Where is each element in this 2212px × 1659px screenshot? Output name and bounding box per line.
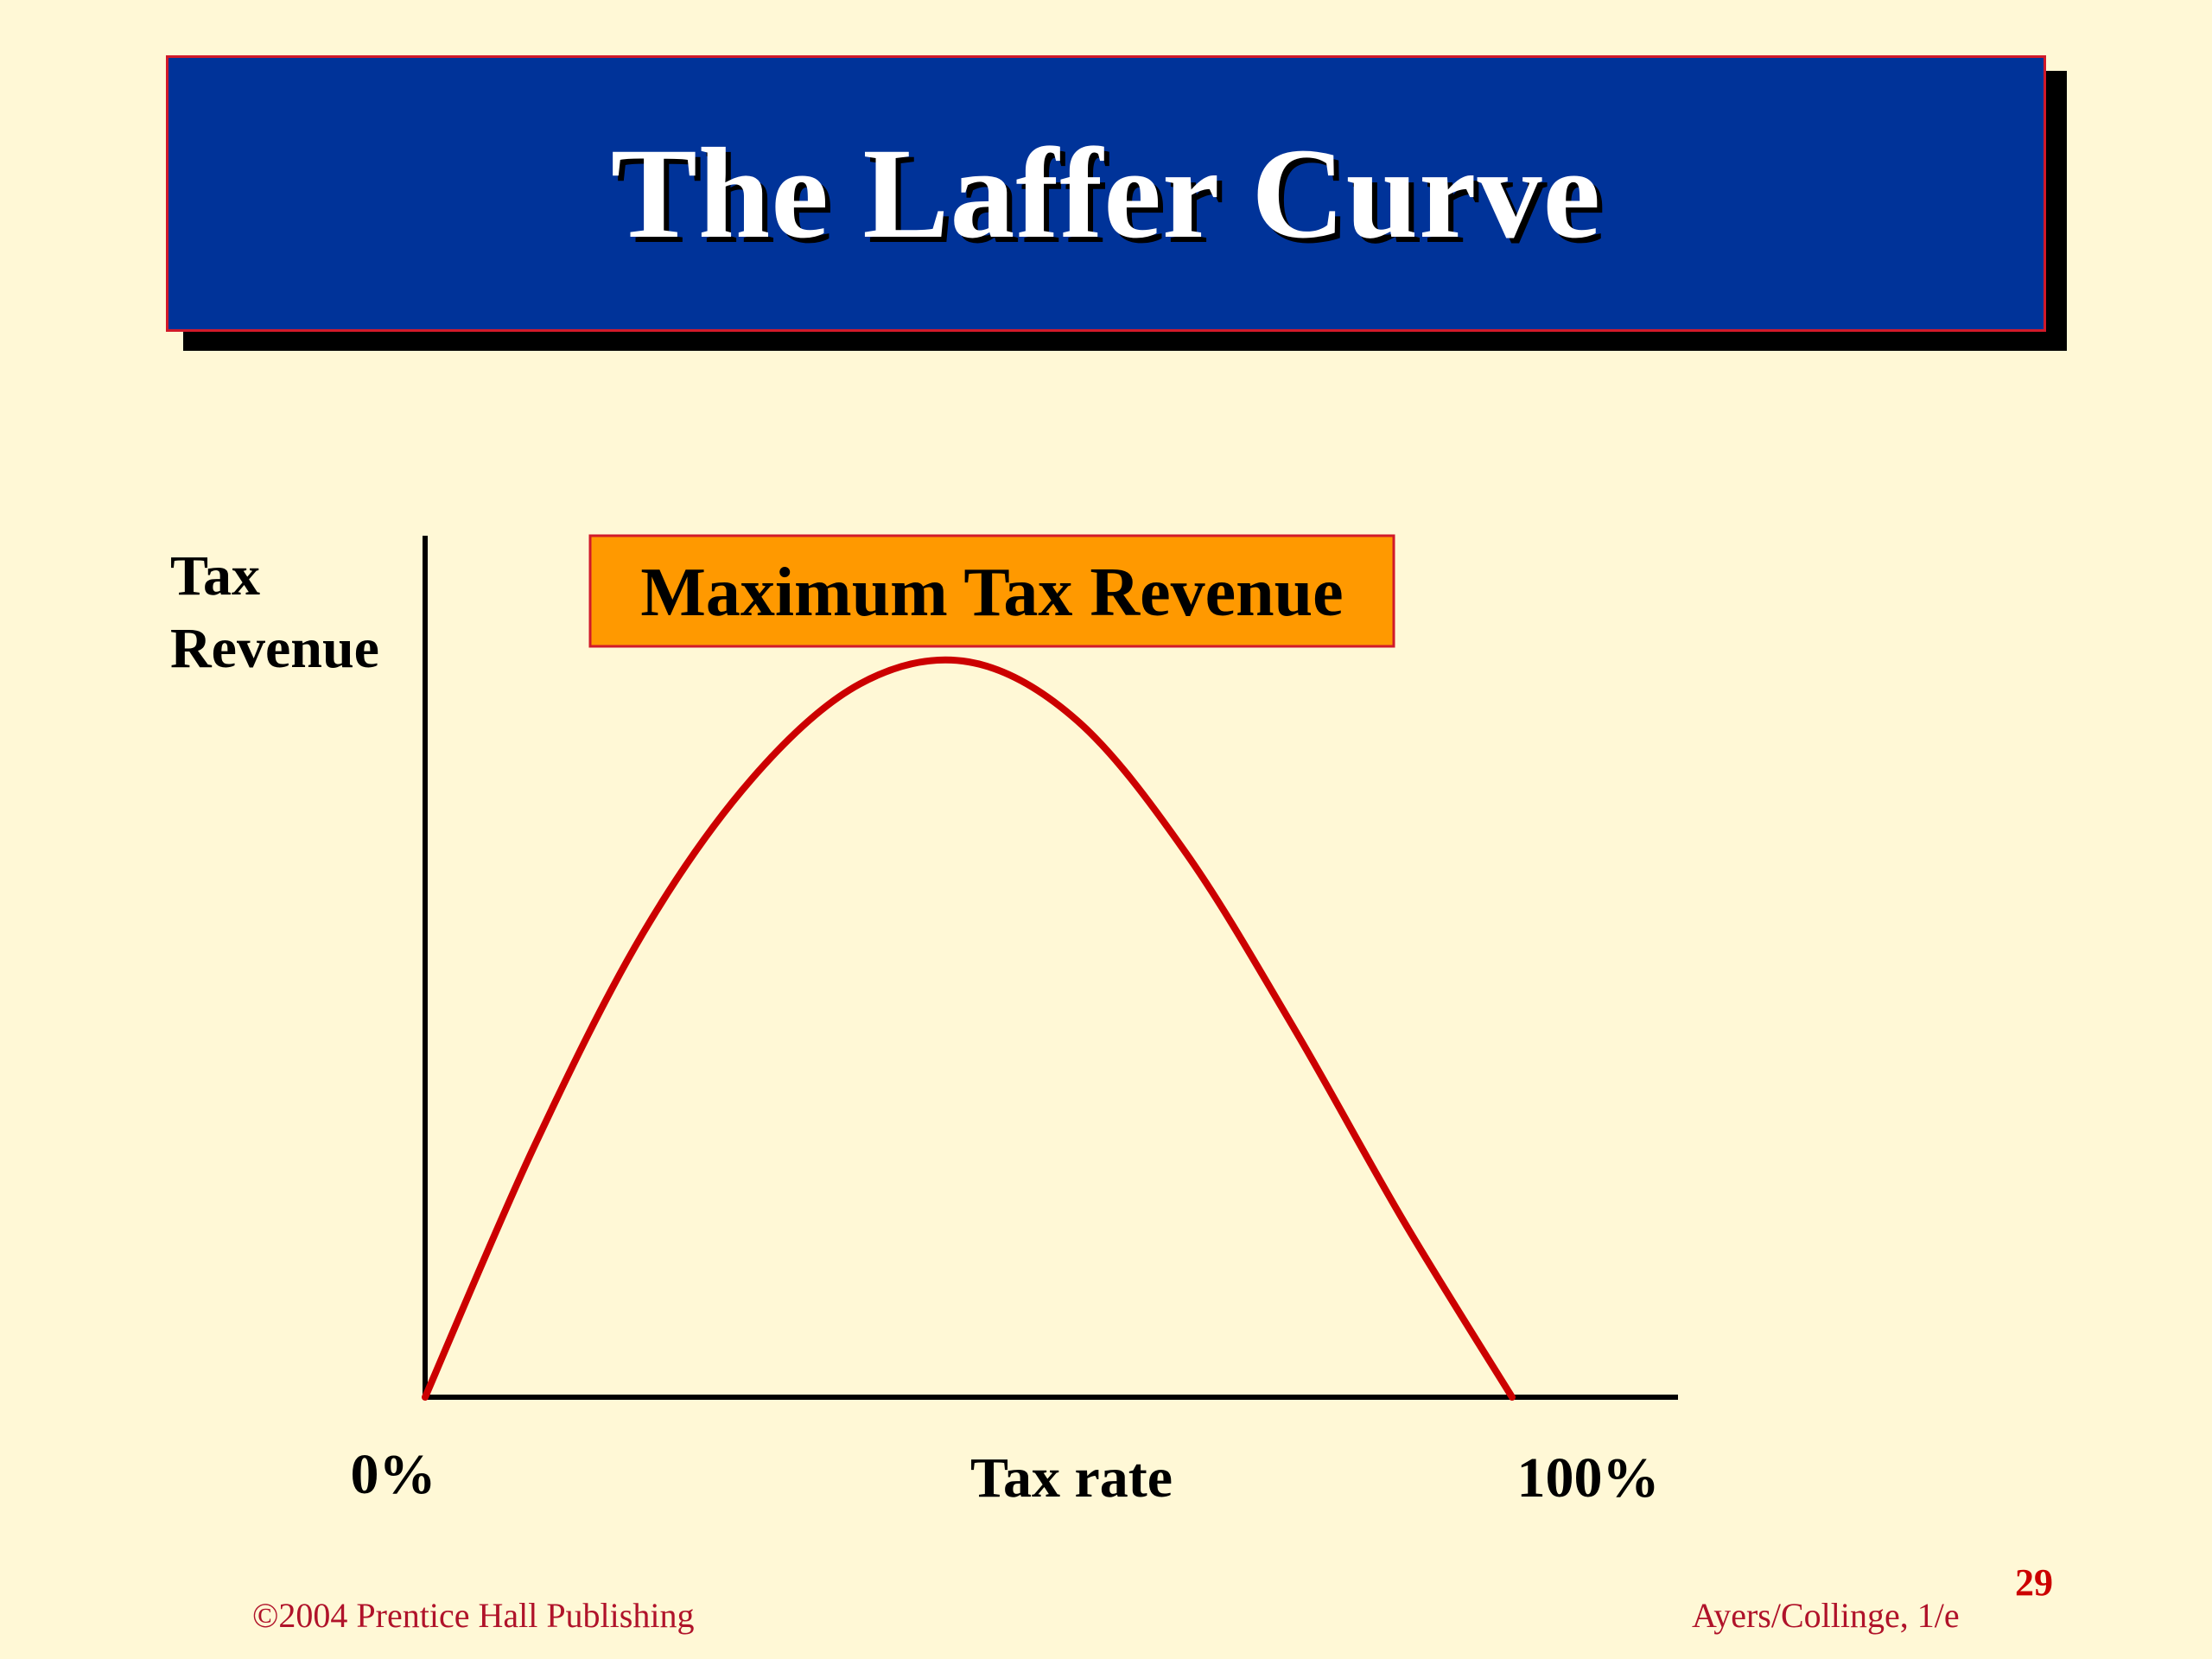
chart-axes (423, 536, 1678, 1400)
page-number: 29 (2015, 1561, 2053, 1604)
edition-text: Ayers/Collinge, 1/e (1692, 1596, 1960, 1635)
x-tick-label-1: 100% (1517, 1446, 1660, 1510)
copyright-text: ©2004 Prentice Hall Publishing (252, 1596, 695, 1635)
x-tick-label-0: 0% (351, 1443, 436, 1506)
y-axis-label-line2: Revenue (170, 617, 379, 680)
series-layer (422, 656, 1516, 1401)
title-bar: The Laffer Curve (166, 55, 2046, 332)
page-title: The Laffer Curve (610, 122, 1602, 265)
annotation-box (588, 534, 1395, 648)
y-axis-label-line1: Tax (170, 544, 260, 607)
annotation-label: Maximum Tax Revenue (640, 555, 1343, 631)
laffer-curve-series-0 (422, 656, 1516, 1401)
x-axis-label: Tax rate (970, 1446, 1173, 1510)
